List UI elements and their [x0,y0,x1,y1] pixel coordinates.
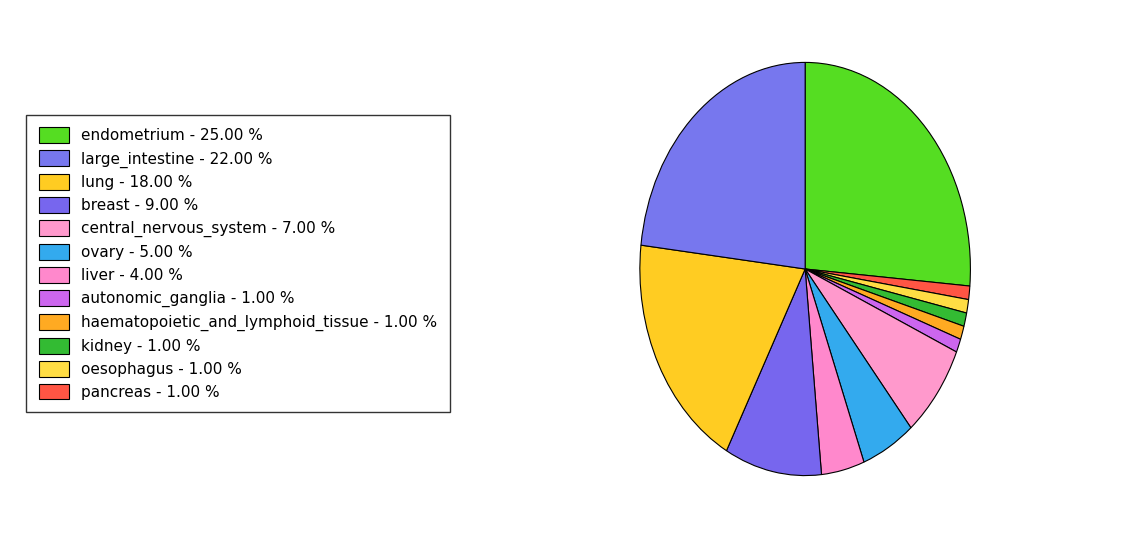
Wedge shape [727,269,821,476]
Wedge shape [805,269,956,428]
Legend: endometrium - 25.00 %, large_intestine - 22.00 %, lung - 18.00 %, breast - 9.00 : endometrium - 25.00 %, large_intestine -… [26,115,450,412]
Wedge shape [805,269,970,300]
Wedge shape [805,269,966,327]
Wedge shape [805,269,911,462]
Wedge shape [640,245,805,451]
Wedge shape [805,269,864,475]
Wedge shape [641,62,805,269]
Wedge shape [805,269,968,313]
Wedge shape [805,269,960,352]
Wedge shape [805,62,971,286]
Wedge shape [805,269,964,339]
